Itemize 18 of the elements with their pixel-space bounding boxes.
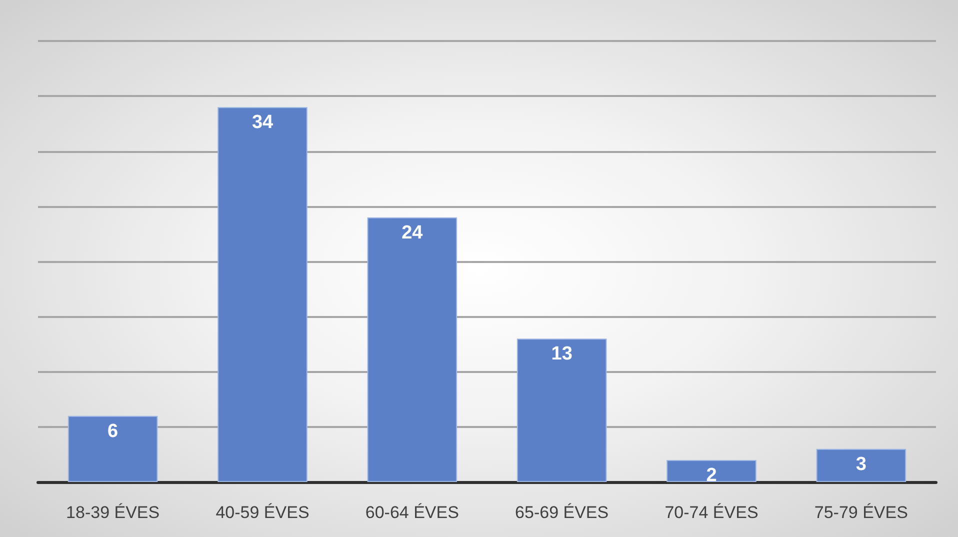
data-label: 34 — [252, 112, 274, 134]
x-tick-label: 60-64 ÉVES — [365, 503, 459, 522]
data-label: 13 — [551, 344, 572, 365]
bar — [367, 217, 458, 482]
x-tick-label: 18-39 ÉVES — [66, 503, 160, 522]
x-tick-label: 65-69 ÉVES — [515, 503, 609, 522]
data-label: 2 — [706, 464, 717, 486]
bar — [68, 416, 158, 482]
x-tick-label: 70-74 ÉVES — [664, 503, 758, 522]
bar — [218, 107, 308, 482]
bar — [816, 448, 906, 482]
data-label: 6 — [108, 420, 118, 442]
data-label: 3 — [856, 454, 866, 475]
x-tick-label: 40-59 ÉVES — [216, 503, 310, 522]
bar — [516, 338, 607, 482]
x-tick-label: 75-79 ÉVES — [814, 503, 908, 522]
data-label: 24 — [402, 222, 424, 244]
bar — [666, 460, 756, 482]
